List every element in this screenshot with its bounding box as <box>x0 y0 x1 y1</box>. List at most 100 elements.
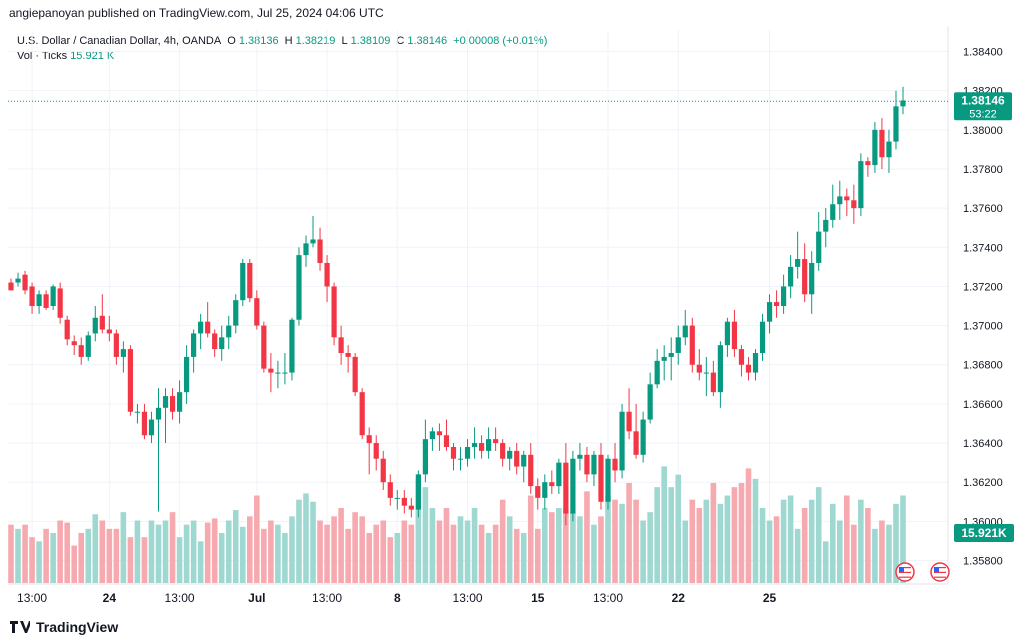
candle-body <box>577 454 583 459</box>
candle-body <box>893 106 899 142</box>
candle-body <box>647 384 653 420</box>
candle-body <box>169 396 176 412</box>
us-flag-event-icon <box>895 562 915 582</box>
candle-body <box>366 435 372 444</box>
volume-bar <box>211 518 218 583</box>
volume-bar <box>387 537 394 583</box>
candle-body <box>549 482 555 487</box>
volume-bar <box>556 508 562 583</box>
volume-bar <box>822 541 829 583</box>
close-value: 1.38146 <box>407 35 448 47</box>
time-tick-label: 15 <box>531 591 545 605</box>
volume-bar <box>78 533 85 583</box>
flag-stripe <box>899 567 911 569</box>
volume-bar <box>893 503 899 583</box>
candle-body <box>507 450 513 459</box>
volume-bars <box>8 466 906 583</box>
time-tick-label: 25 <box>763 591 777 605</box>
close-label: C <box>396 35 405 47</box>
candle-body <box>148 419 155 436</box>
grid-lines <box>8 26 949 585</box>
volume-bar <box>324 524 330 583</box>
volume-label: Vol · Ticks <box>17 50 68 62</box>
price-tick-label: 1.37400 <box>963 242 1003 254</box>
flag-ring <box>895 562 915 582</box>
volume-bar <box>520 533 527 583</box>
volume-bar <box>422 487 429 583</box>
volume-bar <box>731 487 738 583</box>
volume-bar <box>36 541 42 583</box>
volume-legend: Vol · Ticks 15.921 K <box>17 50 114 62</box>
price-tick-label: 1.38400 <box>963 47 1003 59</box>
candle-body <box>837 196 843 205</box>
volume-bar <box>99 520 106 583</box>
time-tick-label: 13:00 <box>312 591 342 605</box>
candle-body <box>872 129 878 166</box>
candle-body <box>900 100 906 107</box>
low-label: L <box>341 35 348 47</box>
volume-bar <box>865 508 871 583</box>
volume-bar <box>598 516 604 583</box>
candle-body <box>493 439 499 444</box>
volume-bar <box>485 533 492 583</box>
candle-body <box>696 364 702 373</box>
volume-bar <box>43 528 49 583</box>
candle-body <box>43 294 49 308</box>
volume-bar <box>176 537 183 583</box>
volume-bar <box>436 520 443 583</box>
volume-bar <box>563 508 569 583</box>
volume-bar <box>197 541 204 583</box>
candle-body <box>682 325 688 338</box>
volume-bar <box>141 537 148 583</box>
volume-bar <box>815 487 822 583</box>
footer-brand[interactable]: TradingView <box>10 619 118 635</box>
volume-bar <box>317 520 323 583</box>
price-tick-label: 1.35800 <box>963 556 1003 568</box>
volume-bar <box>450 524 457 583</box>
candle-body <box>317 239 323 263</box>
candle-body <box>120 349 126 357</box>
candle-body <box>668 353 674 357</box>
volume-bar <box>155 524 162 583</box>
candle-body <box>15 278 21 283</box>
price-tick-label: 1.37600 <box>963 203 1003 215</box>
candle-body <box>289 319 295 373</box>
candle-body <box>640 419 646 455</box>
candle-body <box>563 462 569 514</box>
time-tick-label: Jul <box>248 591 265 605</box>
volume-bar <box>549 512 555 583</box>
candle-body <box>324 262 330 287</box>
candle-body <box>612 458 618 471</box>
candle-body <box>605 458 611 502</box>
candle-body <box>338 337 344 354</box>
volume-bar <box>92 514 99 583</box>
candle-body <box>879 129 885 158</box>
candle-body <box>752 353 759 373</box>
time-tick-label: 22 <box>672 591 686 605</box>
candle-body <box>275 372 281 374</box>
volume-bar <box>218 533 225 583</box>
flag-ring <box>930 562 950 582</box>
candle-body <box>675 337 681 354</box>
volume-bar <box>429 508 436 583</box>
volume-bar <box>232 510 239 583</box>
volume-bar <box>359 516 365 583</box>
candle-body <box>183 356 190 393</box>
candle-body <box>809 262 815 295</box>
change-value: +0.00008 (+0.01%) <box>453 35 548 47</box>
volume-bar <box>120 512 127 583</box>
candle-body <box>556 462 562 487</box>
candle-body <box>422 439 428 475</box>
candle-body <box>99 315 105 330</box>
candle-body <box>415 474 421 510</box>
volume-bar <box>310 501 316 583</box>
volume-bar <box>577 516 583 583</box>
candle-body <box>865 161 871 166</box>
candle-body <box>233 300 239 326</box>
volume-bar <box>759 508 766 583</box>
candle-body <box>457 458 464 460</box>
price-tick-label: 1.36000 <box>963 516 1003 528</box>
candle-body <box>598 454 604 502</box>
